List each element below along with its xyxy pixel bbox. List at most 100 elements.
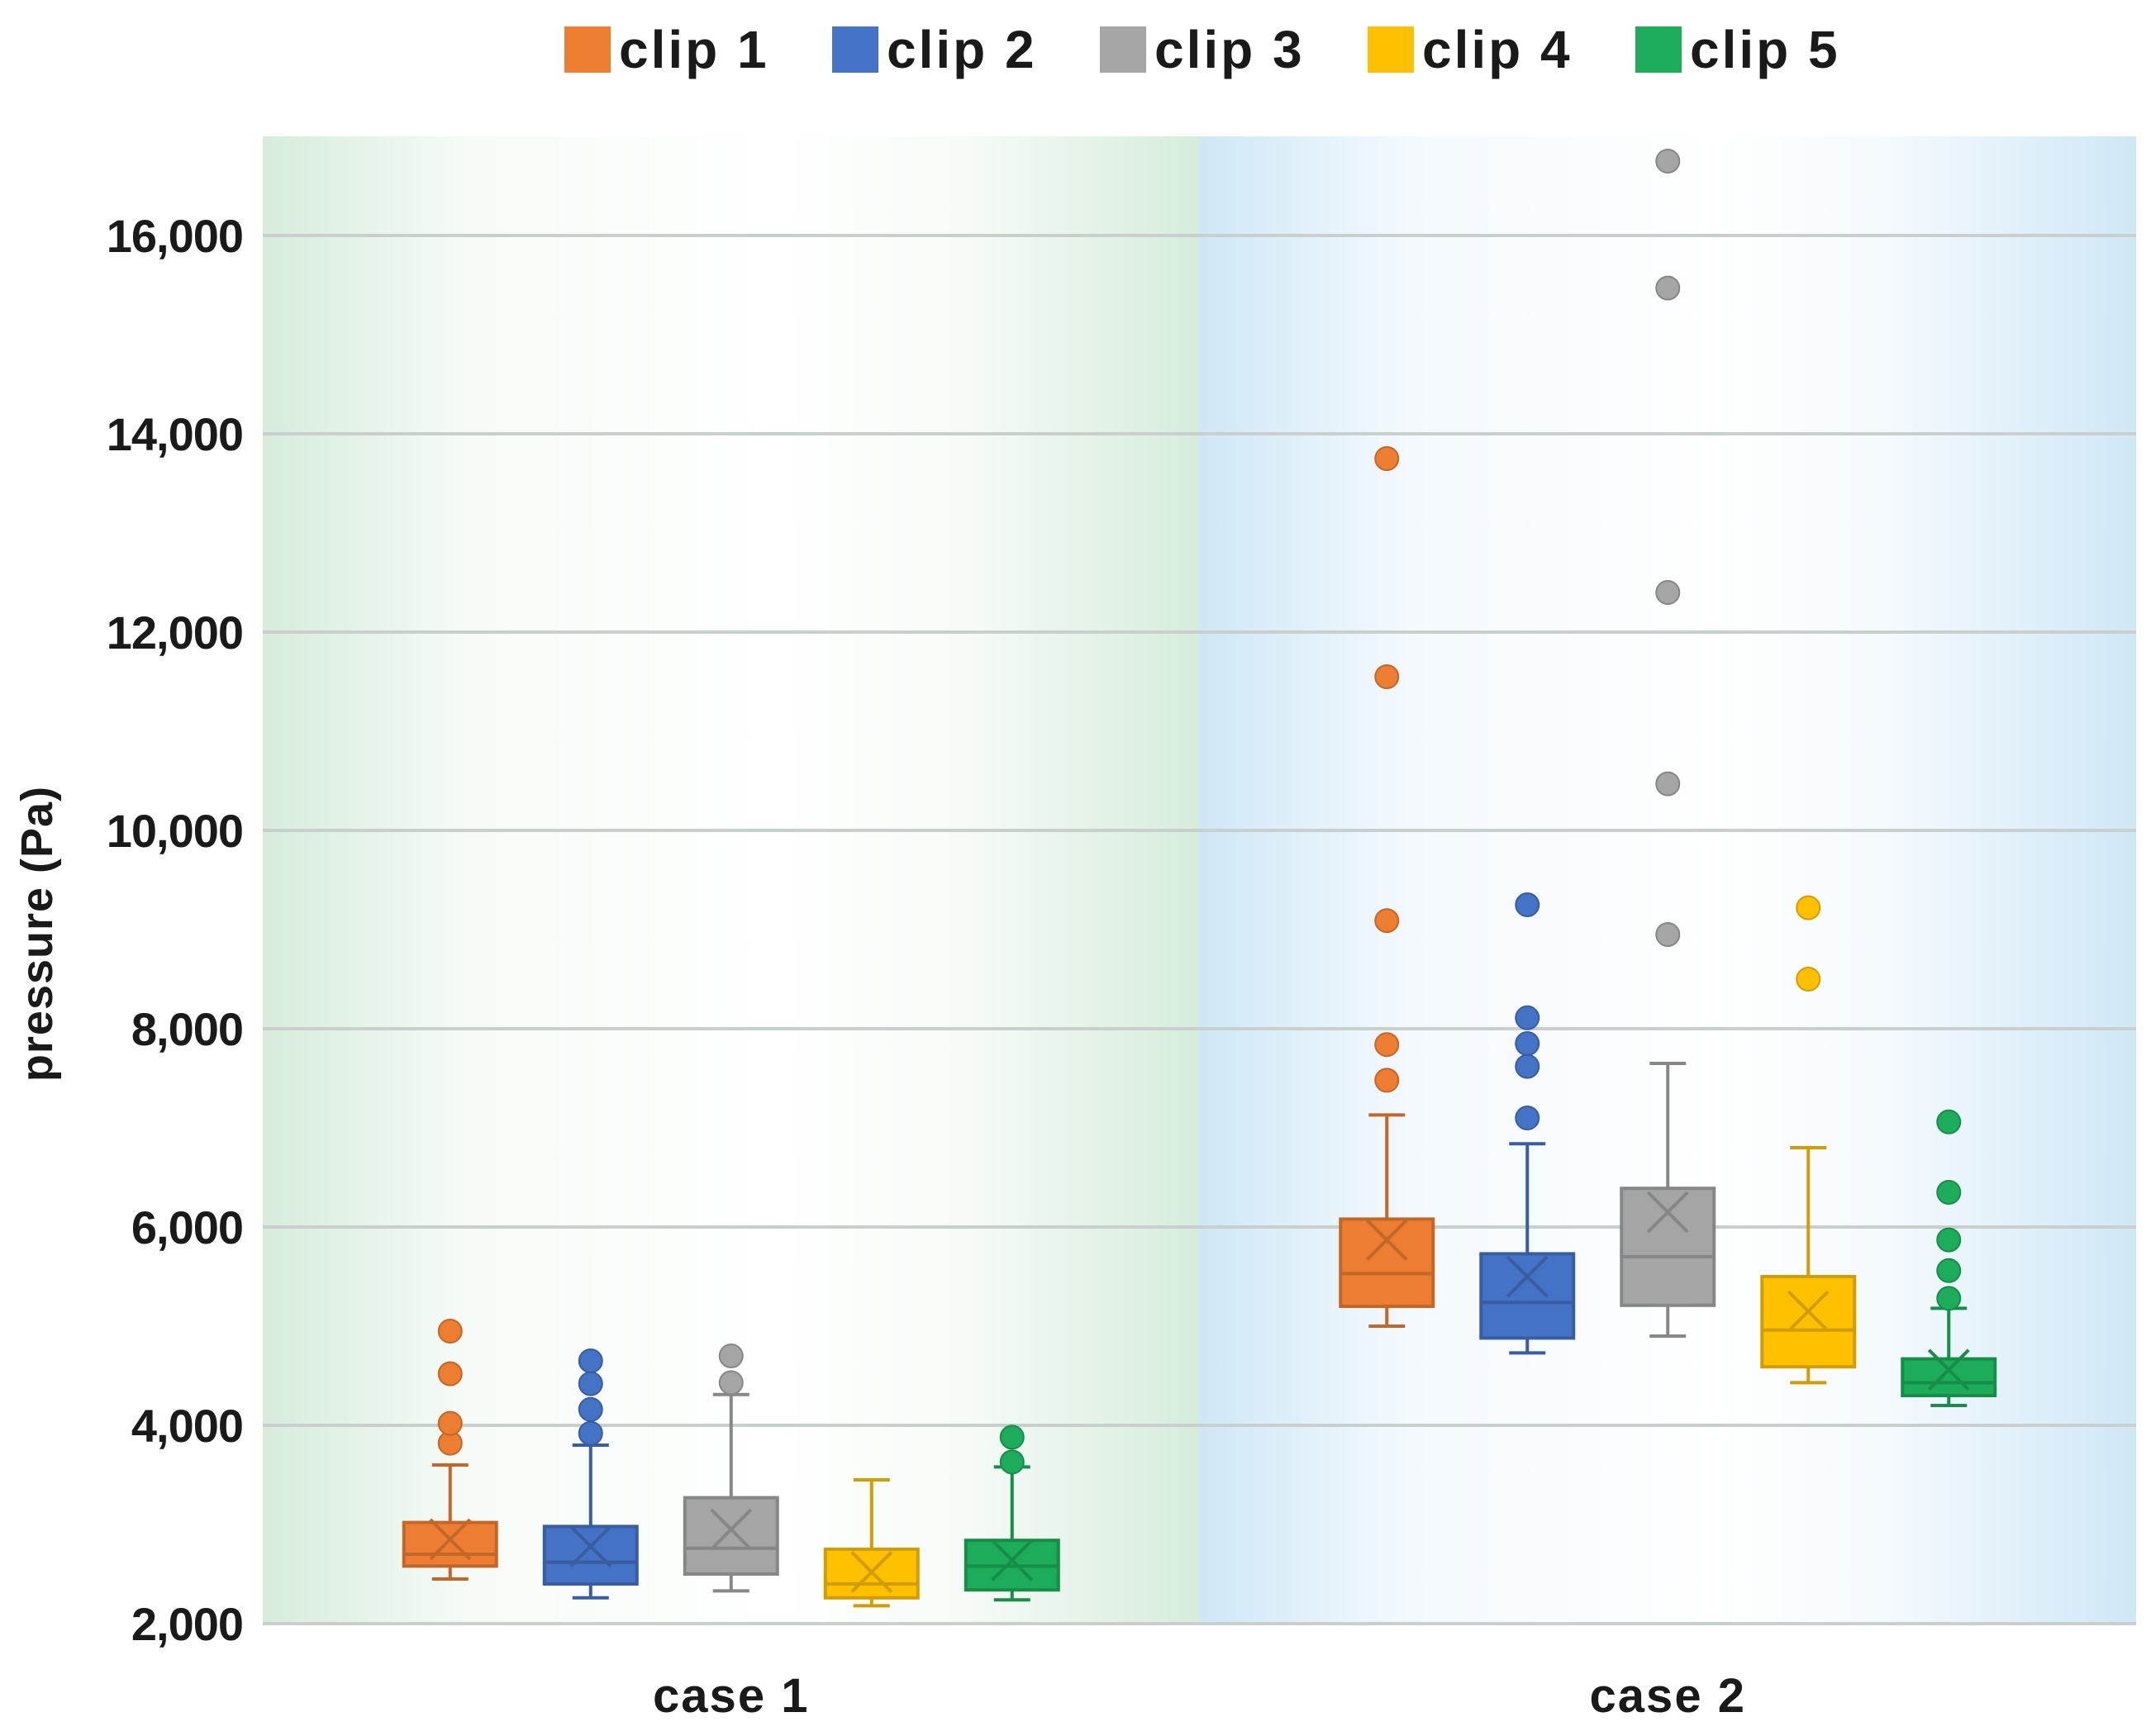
outlier-point — [1515, 1031, 1540, 1056]
outlier-point — [1796, 895, 1821, 920]
outlier-point — [1796, 967, 1821, 992]
mean-marker — [1646, 1191, 1689, 1234]
iqr-box — [1620, 1187, 1716, 1307]
box-element — [542, 1348, 639, 1600]
legend-item: clip 2 — [832, 20, 1037, 79]
y-axis: pressure (Pa) 2,000 4,000 6,000 8,000 10,000… — [12, 210, 244, 1650]
outlier-point — [999, 1449, 1025, 1475]
outlier-point — [437, 1410, 463, 1436]
mean-marker — [429, 1518, 472, 1561]
outlier-point — [718, 1370, 744, 1396]
iqr-box — [1901, 1357, 1997, 1397]
outlier-point — [1374, 908, 1400, 934]
mean-marker — [1506, 1255, 1549, 1298]
outlier-point — [1374, 446, 1400, 471]
iqr-box — [683, 1496, 779, 1576]
outlier-point — [1655, 922, 1681, 947]
outlier-point — [1374, 664, 1400, 689]
legend-swatch — [1100, 26, 1146, 73]
outlier-point — [1515, 892, 1540, 917]
outlier-point — [578, 1371, 603, 1396]
outlier-point — [718, 1344, 744, 1368]
y-axis-title: pressure (Pa) — [12, 786, 62, 1082]
legend: clip 1 clip 2 clip 3 clip 4 clip 5 — [564, 20, 1840, 79]
legend-item: clip 1 — [564, 20, 769, 79]
mean-marker — [991, 1539, 1034, 1581]
box-element — [402, 1319, 498, 1581]
outlier-point — [578, 1420, 603, 1446]
outlier-point — [1515, 1106, 1540, 1130]
box-element — [1339, 446, 1435, 1328]
box-element — [1760, 895, 1857, 1385]
outlier-point — [1655, 275, 1681, 301]
outlier-point — [578, 1396, 603, 1422]
outlier-point — [1936, 1286, 1962, 1311]
outlier-point — [1374, 1032, 1400, 1058]
y-tick-label: 10,000 — [107, 805, 243, 857]
background-band — [1199, 136, 2136, 1624]
series-clip-5 — [964, 1109, 1997, 1602]
series-clip-4 — [823, 895, 1857, 1608]
outlier-point — [1374, 1068, 1400, 1093]
gridlines — [263, 234, 2136, 1625]
y-tick-label: 4,000 — [131, 1400, 243, 1452]
iqr-box — [542, 1524, 639, 1586]
y-tick-label: 14,000 — [107, 408, 243, 460]
legend-label: clip 5 — [1690, 20, 1840, 79]
legend-label: clip 3 — [1154, 20, 1305, 79]
legend-swatch — [1368, 26, 1414, 73]
mean-marker — [850, 1551, 893, 1594]
box-element — [1620, 149, 1716, 1338]
outlier-point — [1936, 1180, 1962, 1205]
mean-marker — [569, 1524, 612, 1567]
box-element — [1479, 892, 1576, 1355]
y-tick-label: 2,000 — [131, 1598, 243, 1650]
series-clip-3 — [683, 149, 1716, 1593]
outlier-point — [999, 1424, 1025, 1450]
mean-marker — [1365, 1219, 1408, 1262]
y-tick-label: 8,000 — [131, 1003, 243, 1055]
mean-marker — [710, 1508, 753, 1551]
outlier-point — [1655, 771, 1681, 797]
y-tick-label: 6,000 — [131, 1201, 243, 1253]
outlier-point — [578, 1348, 603, 1373]
x-category-label: case 1 — [653, 1669, 809, 1723]
outlier-point — [1655, 580, 1681, 605]
series-clip-1 — [402, 446, 1435, 1581]
outlier-point — [1515, 1053, 1540, 1079]
outlier-point — [1936, 1109, 1962, 1134]
iqr-box — [1760, 1275, 1857, 1369]
outlier-point — [1515, 1005, 1540, 1030]
box-element — [683, 1344, 779, 1593]
legend-swatch — [1635, 26, 1682, 73]
legend-item: clip 3 — [1100, 20, 1305, 79]
y-tick-label: 16,000 — [107, 210, 243, 262]
mean-marker — [1927, 1348, 1970, 1391]
legend-item: clip 5 — [1635, 20, 1840, 79]
legend-label: clip 2 — [887, 20, 1037, 79]
iqr-box — [1339, 1217, 1435, 1309]
mean-marker — [1787, 1290, 1830, 1333]
box-element — [823, 1478, 920, 1608]
x-axis: case 1 case 2 — [653, 1669, 1746, 1723]
iqr-box — [402, 1520, 498, 1568]
outlier-point — [437, 1319, 463, 1344]
background-bands — [263, 136, 2136, 1624]
legend-swatch — [564, 26, 611, 73]
x-category-label: case 2 — [1590, 1669, 1746, 1723]
legend-label: clip 4 — [1422, 20, 1573, 79]
y-tick-label: 12,000 — [107, 606, 243, 659]
outlier-point — [437, 1361, 463, 1386]
legend-swatch — [832, 26, 878, 73]
outlier-point — [1936, 1227, 1962, 1253]
box-element — [964, 1424, 1060, 1602]
series-clip-2 — [542, 892, 1576, 1600]
legend-label: clip 1 — [619, 20, 769, 79]
outlier-point — [1655, 149, 1681, 174]
iqr-box — [1479, 1252, 1576, 1340]
legend-item: clip 4 — [1368, 20, 1573, 79]
outlier-point — [1936, 1258, 1962, 1283]
box-element — [1901, 1109, 1997, 1407]
